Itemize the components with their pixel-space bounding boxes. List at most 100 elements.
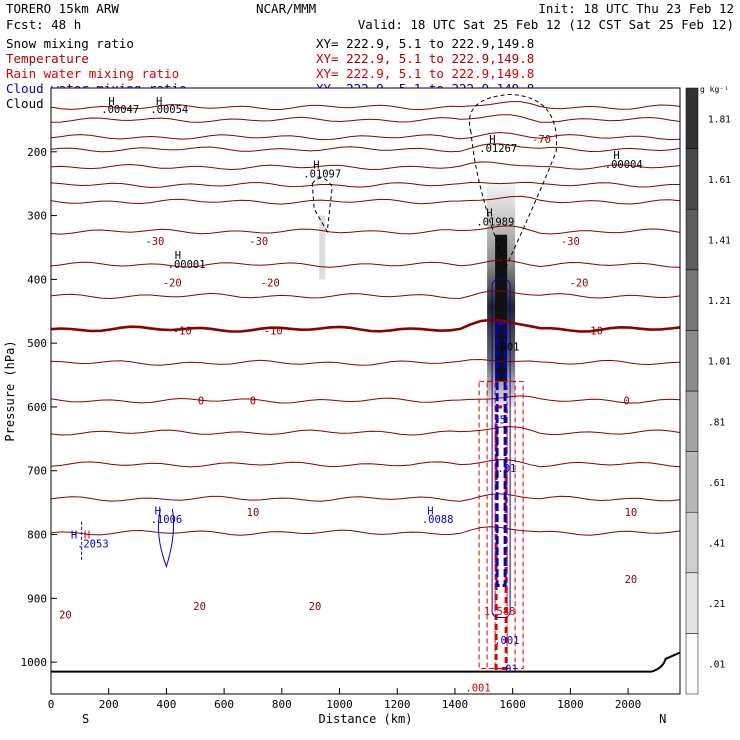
colorbar-bin: [685, 572, 699, 634]
isotherm-label: 10: [625, 507, 638, 519]
axes: 0 200 400 600 800 1000 1200 1400 1600 1800 2000200…: [3, 146, 666, 726]
isotherm: [51, 459, 680, 468]
maximum-label: H: [613, 150, 619, 162]
colorbar-units: g kg⁻¹: [700, 85, 729, 94]
isotherm-label: -30: [561, 236, 580, 248]
maximum-label: .001: [494, 341, 519, 353]
colorbar-label: .81: [708, 417, 725, 428]
maximum-label: H: [155, 505, 161, 517]
y-tick-label: 600: [27, 401, 47, 414]
maximum-label: .00047: [101, 104, 139, 116]
colorbar-label: 1.21: [708, 296, 731, 307]
colorbar-bin: [685, 148, 699, 210]
maximum-label: 1.588: [484, 606, 516, 618]
colorbar-bin: [685, 633, 699, 695]
y-tick-label: 300: [27, 210, 47, 223]
isotherm: [51, 225, 680, 235]
cloud-water-contour: [491, 278, 511, 618]
y-axis-label: Pressure (hPa): [3, 340, 17, 441]
maximum-label: .0088: [422, 514, 454, 526]
cloud-ice-contour: [469, 93, 558, 268]
maximum-label: H: [313, 160, 319, 172]
isotherm: [51, 101, 680, 111]
isotherm-label: -10: [173, 325, 192, 337]
forecast-hour: Fcst: 48 h: [6, 17, 81, 32]
x-tick-label: 1800: [557, 698, 584, 711]
maximum-label: .00054: [150, 104, 188, 116]
x-tick-label: 1400: [442, 698, 469, 711]
maximum-label: H: [84, 530, 90, 542]
legend-xy: XY= 222.9, 5.1 to 222.9,149.8: [316, 66, 534, 81]
isotherm-label: 0: [250, 396, 256, 408]
isotherm: [51, 318, 680, 333]
south-label: S: [82, 712, 89, 726]
colorbar-bin: [685, 451, 699, 513]
init-time: Init: 18 UTC Thu 23 Feb 12: [538, 1, 734, 16]
colorbar-bin: [685, 208, 699, 271]
plot-frame: [50, 87, 681, 695]
isotherm-label: -20: [261, 278, 280, 290]
x-tick-label: 1600: [499, 698, 526, 711]
maximum-label: H: [489, 134, 495, 146]
plot-background: [51, 88, 680, 694]
x-tick-label: 1200: [384, 698, 411, 711]
legend-xy: XY= 222.9, 5.1 to 222.9,149.8: [316, 51, 534, 66]
maximum-label: H: [108, 96, 114, 108]
maximum-label: H: [71, 530, 77, 542]
legend-label: Temperature: [6, 51, 89, 66]
isotherm-label: -10: [584, 325, 603, 337]
model-title: TORERO 15km ARW: [6, 1, 119, 16]
x-tick-label: 2000: [615, 698, 642, 711]
isotherm: [51, 259, 680, 268]
rain-water-contour: [494, 380, 508, 669]
isotherm-label: -20: [163, 278, 182, 290]
isotherm: [51, 493, 680, 502]
x-tick-label: 1000: [326, 698, 353, 711]
colorbar-label: 1.01: [708, 357, 731, 368]
isotherm: [51, 161, 680, 171]
maximum-label: .01: [497, 463, 516, 475]
legend-xy: XY= 222.9, 5.1 to 222.9,149.8: [316, 36, 534, 51]
x-axis-label: Distance (km): [319, 712, 413, 726]
colorbar-label: .01: [708, 660, 725, 671]
isotherm: [51, 526, 680, 536]
y-tick-label: 1000: [21, 656, 48, 669]
snow-shading-max: [495, 234, 508, 382]
isotherm: [51, 143, 680, 153]
x-tick-label: 0: [48, 698, 55, 711]
x-tick-label: 600: [214, 698, 234, 711]
maximum-label: .001: [494, 635, 519, 647]
maximum-label: .5: [493, 415, 506, 427]
colorbar-bin: [685, 330, 699, 392]
isotherm-label: -30: [145, 236, 164, 248]
colorbar-bin: [685, 269, 699, 331]
maximum-label: .01989: [476, 216, 514, 228]
org-title: NCAR/MMM: [256, 1, 316, 16]
isotherm-label: -70: [532, 134, 551, 146]
isotherm-label: -10: [264, 325, 283, 337]
isotherm: [51, 181, 680, 189]
colorbar-label: .21: [708, 599, 725, 610]
legend-label: Rain water mixing ratio: [6, 66, 179, 81]
maximum-label: .00001: [168, 259, 206, 271]
y-tick-label: 500: [27, 337, 47, 350]
isotherm: [51, 195, 680, 205]
y-tick-label: 800: [27, 529, 47, 542]
isotherm-label: -30: [249, 236, 268, 248]
isotherm: [51, 114, 680, 123]
isotherm-label: 20: [309, 601, 322, 613]
colorbar-label: 1.81: [708, 114, 731, 125]
y-tick-label: 700: [27, 465, 47, 478]
plot-area: -70 -30 -30 -30 -20 -20 -20 -10 -10 -10 0 0 0 10 10 20 2…: [50, 87, 681, 695]
colorbar-label: 1.61: [708, 175, 731, 186]
colorbar-bin: [685, 87, 699, 149]
cloud-water-max: [495, 322, 507, 588]
terrain-line: [51, 651, 680, 673]
isotherm-label: 20: [193, 601, 206, 613]
maximum-label: .1006: [151, 514, 183, 526]
colorbar-label: .41: [708, 539, 725, 550]
north-label: N: [659, 712, 666, 726]
maximum-label: H: [427, 505, 433, 517]
colorbar-label: 1.41: [708, 236, 731, 247]
